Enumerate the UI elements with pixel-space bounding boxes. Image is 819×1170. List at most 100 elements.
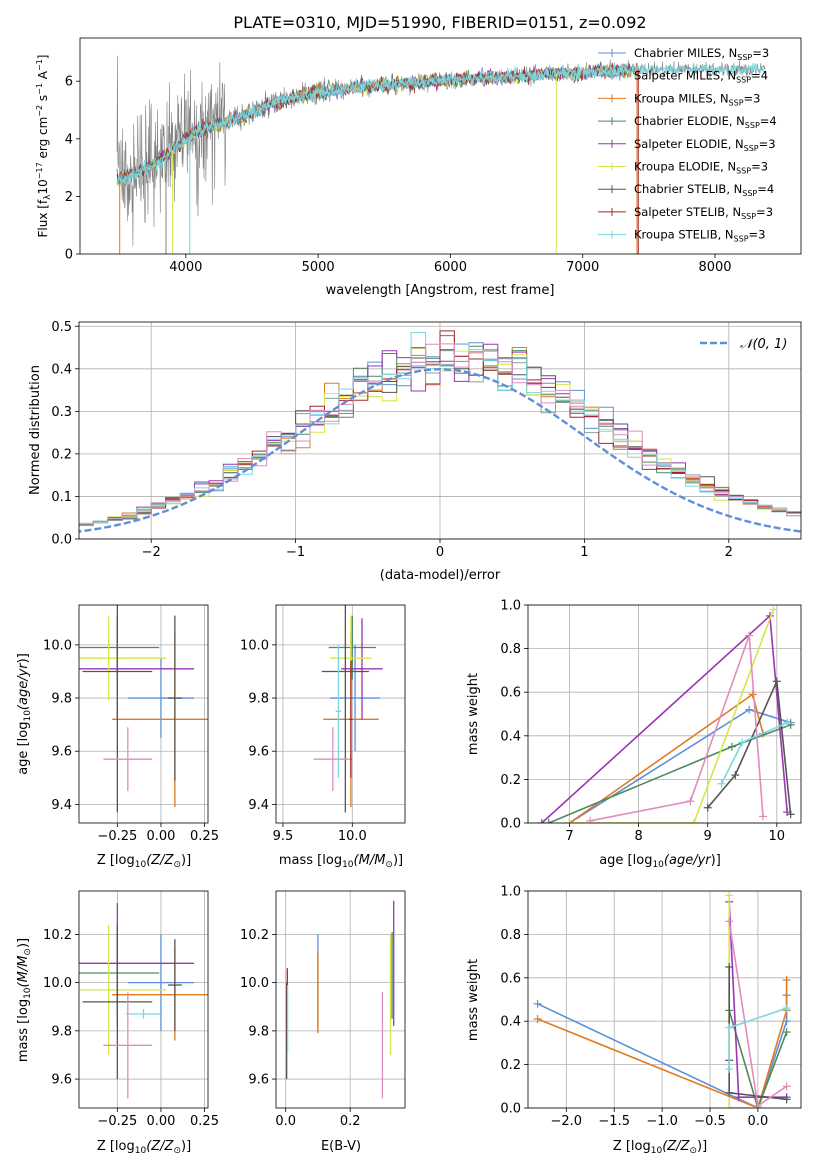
mass-vs-EBV-ytick-label: 9.6 [248,1073,269,1088]
age-vs-mass-ticks: 9.5 10.0 9.4 9.6 9.8 10.0 [240,638,367,844]
legend-label-sub: SSP [736,76,751,85]
weight-series-line [548,724,791,823]
histogram-plot-area [79,330,801,533]
mass-vs-EBV-ytick-label: 9.8 [248,1024,269,1039]
weight-vs-Z-xtick-label: −2.0 [551,1114,583,1129]
weight-vs-age-ytick-label: 0.0 [500,817,521,832]
age-vs-mass-axes-frame [275,604,406,824]
spectrum-panel: 4000 5000 6000 7000 8000 0 2 4 6 wavelength [Ang… [35,37,802,298]
weight-vs-age-ytick-label: 0.2 [500,773,521,788]
mass-vs-z-xlabel: Z [log10(Z/Z⊙)] [97,1139,191,1156]
weight-series-line [569,609,775,823]
mass-vs-z-axes-frame [78,890,209,1109]
spectrum-model-line [116,63,638,185]
histogram-ytick-label: 0.5 [51,320,72,335]
weight-vs-z-panel: −2.0 −1.5 −1.0 −0.5 0.0 0.0 0.2 0.4 0.6 0.8 1.0 Z … [466,885,802,1156]
legend-label: Kroupa MILES, NSSP=3 [634,91,760,107]
weight-vs-z-xlabel: Z [log10(Z/Z⊙)] [613,1139,707,1156]
weight-vs-z-axes-frame [527,890,802,1109]
weight-series-line [590,635,764,822]
mass-vs-Z-xtick-label: −0.25 [97,1114,137,1129]
legend-label-suffix: =4 [760,114,777,128]
legend-label: Salpeter STELIB, NSSP=3 [634,205,773,221]
gaussian-curve [79,368,801,533]
legend-label-main: Salpeter STELIB, N [634,205,741,219]
legend-label-suffix: =3 [749,228,766,242]
legend-label: Kroupa STELIB, NSSP=3 [634,228,765,244]
legend-label: Chabrier ELODIE, NSSP=4 [634,114,777,130]
legend-label-suffix: =3 [752,46,769,60]
spectrum-ytick-label: 0 [65,248,73,263]
mass-vs-Z-xtick-label: 0.25 [190,1114,219,1129]
weight-vs-age-ytick-label: 0.8 [500,642,521,657]
histogram-xtick-label: −1 [286,545,305,560]
weight-vs-age-xtick-label: 7 [565,829,573,844]
age-vs-mass-ytick-label: 10.0 [240,638,269,653]
weight-vs-age-xtick-label: 10 [769,829,786,844]
weight-vs-age-panel: 7 8 9 10 0.0 0.2 0.4 0.6 0.8 1.0 age [log10(age/y… [466,599,802,870]
weight-series-line [728,1010,788,1108]
weight-vs-age-ticks: 7 8 9 10 0.0 0.2 0.4 0.6 0.8 1.0 [500,599,785,845]
legend-label-main: Kroupa MILES, N [634,91,729,105]
weight-series-line [537,980,788,1108]
weight-vs-Z-ytick-label: 1.0 [500,885,521,900]
legend-label-main: Chabrier STELIB, N [634,182,742,196]
spectrum-plot-area [116,55,766,254]
legend-label-sub: SSP [745,121,760,130]
weight-vs-age-xtick-label: 9 [704,829,712,844]
histogram-xtick-label: 1 [580,545,588,560]
legend-label-suffix: =3 [756,205,773,219]
histogram-step-line [79,343,801,527]
weight-vs-age-ytick-label: 0.4 [500,729,521,744]
legend-label-main: Chabrier ELODIE, N [634,114,745,128]
histogram-ytick-label: 0.2 [51,447,72,462]
legend-label: Chabrier STELIB, NSSP=4 [634,182,774,198]
age-vs-Z-xtick-label: 0.00 [146,829,175,844]
histogram-ytick-label: 0.1 [51,490,72,505]
spectrum-xlabel: wavelength [Angstrom, rest frame] [326,283,555,298]
gaussian-legend-label: 𝒩(0, 1) [740,337,787,352]
weight-vs-Z-ytick-label: 0.0 [500,1102,521,1117]
age-vs-mass-ytick-label: 9.8 [248,692,269,707]
legend-label: Chabrier MILES, NSSP=3 [634,46,769,62]
weight-vs-age-grid [528,604,801,824]
age-vs-mass-xtick-label: 9.5 [273,829,294,844]
mass-vs-ebv-ticks: 0.0 0.2 9.6 9.8 10.0 10.2 [240,928,360,1129]
spectrum-ytick-label: 4 [65,132,73,147]
legend-label: Kroupa ELODIE, NSSP=3 [634,160,768,176]
mass-vs-ebv-panel: 0.0 0.2 9.6 9.8 10.0 10.2 E(B-V) [240,890,406,1154]
age-vs-Z-xtick-label: 0.25 [190,829,219,844]
spectrum-xtick-label: 6000 [434,260,467,275]
mass-vs-Z-xtick-label: 0.00 [146,1114,175,1129]
histogram-ytick-label: 0.4 [51,362,72,377]
spectrum-xtick-label: 4000 [169,260,202,275]
age-vs-z-ylabel: age [log10(age/yr)] [16,653,33,775]
spectrum-model-line [116,59,639,186]
legend-label-suffix: =3 [759,137,776,151]
mass-vs-EBV-xtick-label: 0.2 [340,1114,361,1129]
histogram-ticks: −2 −1 0 1 2 0.0 0.1 0.2 0.3 0.4 0.5 [51,320,733,560]
mass-vs-Z-ytick-label: 9.6 [51,1073,72,1088]
spectrum-xtick-label: 7000 [566,260,599,275]
age-vs-Z-ytick-label: 9.8 [51,692,72,707]
weight-vs-z-ticks: −2.0 −1.5 −1.0 −0.5 0.0 0.0 0.2 0.4 0.6 0.8 1.0 [500,885,768,1130]
histogram-panel: −2 −1 0 1 2 0.0 0.1 0.2 0.3 0.4 0.5 (data-model)/e… [28,320,802,583]
weight-vs-age-ytick-label: 0.6 [500,686,521,701]
histogram-xtick-label: 2 [725,545,733,560]
age-vs-Z-ytick-label: 9.6 [51,745,72,760]
mass-vs-z-panel: −0.25 0.00 0.25 9.6 9.8 10.0 10.2 Z [log10(Z/Z… [16,890,219,1156]
weight-vs-age-xtick-label: 8 [634,829,642,844]
weight-vs-z-grid [528,890,801,1109]
histogram-ytick-label: 0.3 [51,405,72,420]
mass-vs-EBV-xtick-label: 0.0 [275,1114,296,1129]
age-vs-z-plot-area [79,605,208,813]
weight-vs-age-plot-area [537,605,795,823]
mass-vs-z-ylabel: mass [log10(M/M⊙)] [16,938,33,1062]
mass-vs-ebv-xlabel: E(B-V) [321,1139,361,1154]
legend-label-suffix: =4 [751,69,768,83]
mass-vs-ebv-axes-frame [275,890,406,1109]
histogram-xlabel: (data-model)/error [380,568,501,583]
age-vs-mass-grid [276,605,405,823]
